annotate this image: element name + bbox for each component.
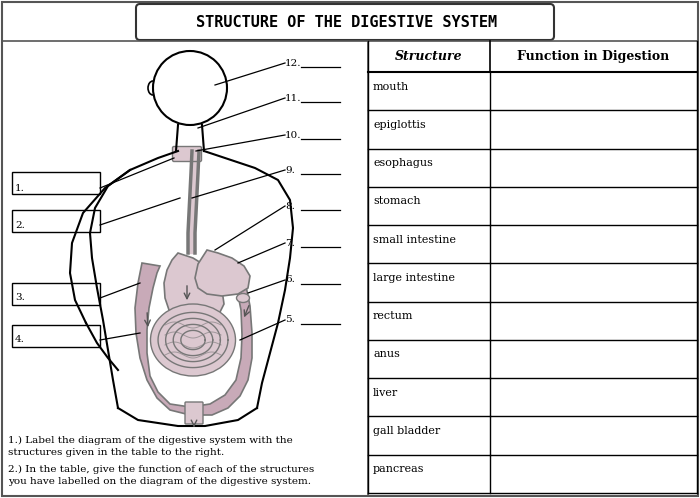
Text: 9.: 9.: [285, 165, 295, 174]
Text: 1.: 1.: [15, 183, 25, 193]
Text: 7.: 7.: [285, 239, 295, 248]
Polygon shape: [135, 263, 252, 415]
Polygon shape: [188, 233, 195, 253]
Text: 8.: 8.: [285, 202, 295, 211]
Text: STRUCTURE OF THE DIGESTIVE SYSTEM: STRUCTURE OF THE DIGESTIVE SYSTEM: [197, 14, 498, 29]
Text: liver: liver: [373, 388, 398, 398]
Text: 12.: 12.: [285, 58, 302, 68]
Text: 11.: 11.: [285, 94, 302, 103]
Text: epiglottis: epiglottis: [373, 120, 426, 130]
Polygon shape: [188, 213, 196, 233]
Bar: [12, 283, 100, 305]
Text: gall bladder: gall bladder: [373, 426, 440, 436]
Text: 2.) In the table, give the function of each of the structures
you have labelled : 2.) In the table, give the function of e…: [8, 465, 314, 486]
Ellipse shape: [237, 293, 249, 302]
Polygon shape: [191, 151, 199, 173]
Text: Structure: Structure: [395, 50, 463, 63]
Text: 2.: 2.: [15, 221, 25, 230]
Polygon shape: [190, 173, 198, 193]
Ellipse shape: [150, 304, 235, 376]
Text: 5.: 5.: [285, 316, 295, 325]
Text: 4.: 4.: [15, 336, 25, 345]
Polygon shape: [195, 250, 250, 296]
Text: 10.: 10.: [285, 130, 302, 139]
Text: 1.) Label the diagram of the digestive system with the
structures given in the t: 1.) Label the diagram of the digestive s…: [8, 436, 293, 457]
Text: mouth: mouth: [373, 82, 410, 92]
Text: pancreas: pancreas: [373, 464, 424, 474]
FancyBboxPatch shape: [185, 402, 203, 424]
Text: anus: anus: [373, 350, 400, 360]
Text: stomach: stomach: [373, 196, 421, 206]
FancyBboxPatch shape: [172, 146, 202, 161]
Text: Function in Digestion: Function in Digestion: [517, 50, 670, 63]
Polygon shape: [189, 193, 197, 213]
Bar: [12, 210, 100, 232]
Text: 3.: 3.: [15, 293, 25, 302]
FancyBboxPatch shape: [136, 4, 554, 40]
Text: rectum: rectum: [373, 311, 414, 321]
Text: 6.: 6.: [285, 275, 295, 284]
Polygon shape: [164, 253, 224, 325]
Text: small intestine: small intestine: [373, 235, 456, 245]
Text: large intestine: large intestine: [373, 273, 455, 283]
Bar: [12, 325, 100, 347]
Bar: [12, 172, 100, 194]
Text: esophagus: esophagus: [373, 158, 433, 168]
